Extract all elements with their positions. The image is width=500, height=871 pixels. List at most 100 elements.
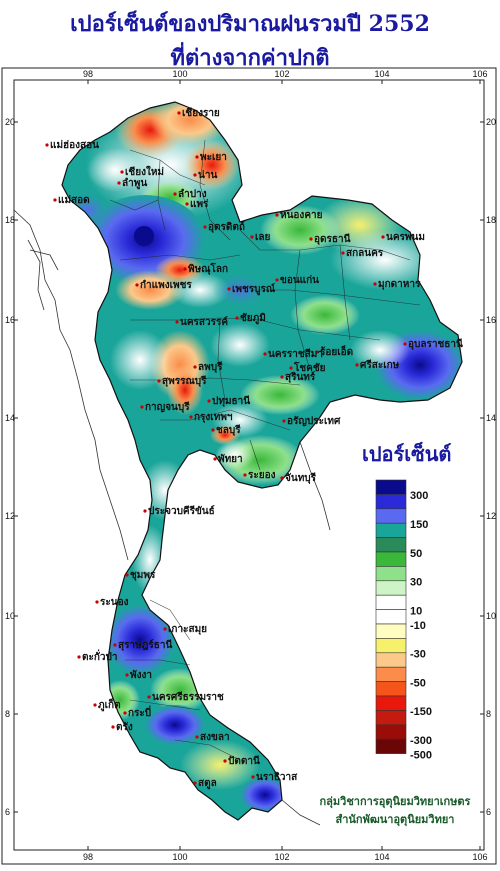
city-marker	[195, 155, 199, 159]
legend-swatch	[375, 479, 407, 495]
city-marker	[275, 278, 279, 282]
legend-label: 30	[410, 577, 422, 589]
legend-label: 300	[410, 490, 428, 502]
city-marker	[95, 600, 99, 604]
legend-swatch	[375, 738, 407, 754]
city-label: นครสวรรค์	[180, 316, 228, 328]
y-tick-label: 16	[486, 315, 496, 325]
city-marker	[203, 225, 207, 229]
city-marker	[355, 363, 359, 367]
city-marker	[140, 405, 144, 409]
y-tick-label: 6	[5, 807, 10, 817]
y-tick-label: 14	[5, 413, 15, 423]
x-tick-label: 102	[274, 852, 289, 862]
city-label: โชคชัย	[293, 361, 326, 374]
city-marker	[213, 457, 217, 461]
city-marker	[373, 282, 377, 286]
city-marker	[125, 673, 129, 677]
max-rainfall-spot	[134, 226, 154, 246]
city-marker	[163, 627, 167, 631]
city-label: นครราชสีมา	[268, 348, 323, 360]
legend-swatch	[375, 508, 407, 524]
city-marker	[193, 173, 197, 177]
city-marker	[243, 473, 247, 477]
city-label: สงขลา	[200, 732, 230, 743]
city-label: ปทุมธานี	[212, 395, 250, 407]
city-label: ศรีสะเกษ	[360, 359, 400, 371]
legend-swatch	[375, 594, 407, 610]
city-label: พะเยา	[200, 152, 227, 163]
y-tick-label: 16	[5, 315, 15, 325]
city-label: ตรัง	[116, 721, 133, 733]
city-marker	[113, 643, 117, 647]
city-label: พิษณุโลก	[188, 262, 228, 275]
city-marker	[341, 251, 345, 255]
city-marker	[280, 375, 284, 379]
city-label: แพร่	[190, 198, 209, 210]
city-label: พัทยา	[218, 453, 243, 465]
legend-swatch	[375, 566, 407, 582]
city-marker	[125, 573, 129, 577]
legend-swatch	[375, 623, 407, 639]
map-title: เปอร์เซ็นต์ของปริมาณฝนรวมปี 2552	[70, 11, 430, 37]
city-label: นครพนม	[386, 232, 425, 243]
city-label: ขอนแก่น	[280, 274, 319, 286]
y-tick-label: 6	[486, 807, 491, 817]
city-marker	[282, 419, 286, 423]
y-tick-label: 20	[5, 117, 15, 127]
city-label: เชียงราย	[182, 107, 220, 119]
legend-label: 50	[410, 548, 422, 560]
y-tick-label: 14	[486, 413, 496, 423]
city-marker	[195, 735, 199, 739]
city-marker	[193, 365, 197, 369]
x-tick-label: 102	[274, 69, 289, 79]
legend-swatch	[375, 695, 407, 711]
x-tick-label: 100	[172, 852, 187, 862]
legend-swatch	[375, 551, 407, 567]
city-label: กาญจนบุรี	[145, 401, 190, 413]
city-marker	[381, 235, 385, 239]
legend-swatch	[375, 652, 407, 668]
x-tick-label: 100	[172, 69, 187, 79]
city-label: สุราษฎร์ธานี	[118, 639, 172, 651]
city-label: มุกดาหาร	[378, 279, 421, 290]
city-label: อุดรธานี	[314, 233, 351, 245]
credit-line2: สำนักพัฒนาอุตุนิยมวิทยา	[335, 813, 455, 826]
legend-label: -150	[410, 706, 432, 718]
city-marker	[173, 192, 177, 196]
legend-swatch	[375, 681, 407, 697]
city-label: ระนอง	[100, 597, 129, 608]
city-marker	[403, 342, 407, 346]
city-marker	[183, 267, 187, 271]
city-label: ร้อยเอ็ด	[320, 344, 353, 358]
city-label: แม่สอด	[58, 194, 90, 206]
province-lines	[109, 139, 421, 761]
y-tick-label: 8	[486, 709, 491, 719]
city-label: น่าน	[198, 169, 217, 181]
outer-frame	[1, 67, 497, 865]
city-label: กรุงเทพฯ	[194, 412, 233, 423]
city-label: ลพบุรี	[198, 361, 223, 373]
city-label: เกาะสมุย	[168, 624, 207, 635]
city-label: ตะกั่วป่า	[82, 649, 118, 663]
city-marker	[111, 725, 115, 729]
city-label: ชุมพร	[130, 570, 156, 581]
city-label: อรัญประเทศ	[287, 415, 341, 427]
x-tick-label: 104	[374, 69, 389, 79]
city-marker	[175, 320, 179, 324]
city-marker	[147, 695, 151, 699]
city-label: ชลบุรี	[216, 424, 241, 436]
city-marker	[93, 703, 97, 707]
city-marker	[120, 170, 124, 174]
city-marker	[117, 181, 121, 185]
city-marker	[227, 287, 231, 291]
legend-title: เปอร์เซ็นต์	[362, 442, 452, 466]
city-label: อุบลราชธานี	[408, 338, 463, 350]
city-marker	[250, 235, 254, 239]
city-marker	[235, 316, 239, 320]
y-tick-label: 12	[5, 511, 15, 521]
legend-label: -50	[410, 677, 426, 689]
y-tick-label: 18	[5, 215, 15, 225]
